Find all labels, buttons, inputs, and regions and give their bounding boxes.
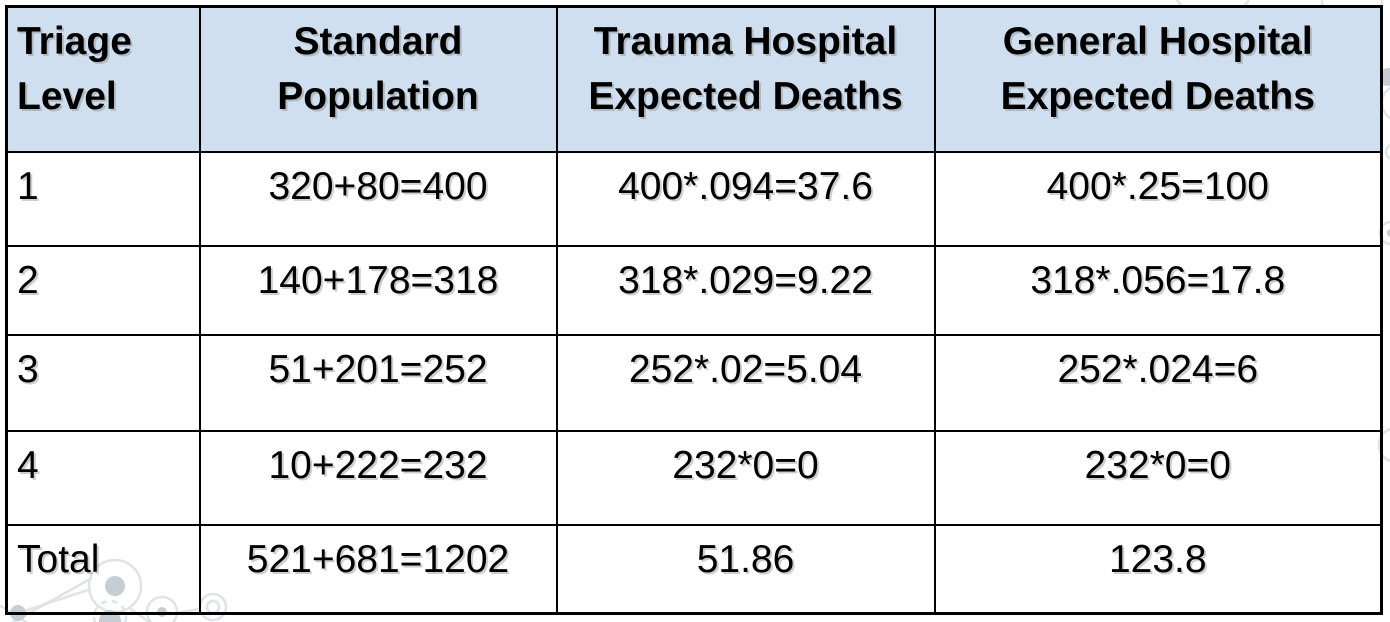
cell-general-expected-deaths: 232*0=0 [933, 429, 1383, 526]
table-row-level-3: 3 51+201=252 252*.02=5.04 252*.024=6 [5, 333, 1383, 432]
triage-expected-deaths-table: Triage Level Standard Population Trauma … [5, 5, 1383, 615]
cell-trauma-expected-deaths-total: 51.86 [555, 523, 936, 615]
table-row-level-1: 1 320+80=400 400*.094=37.6 400*.25=100 [5, 150, 1383, 247]
cell-level: 2 [5, 244, 201, 336]
table-row-level-2: 2 140+178=318 318*.029=9.22 318*.056=17.… [5, 244, 1383, 336]
cell-standard-population: 320+80=400 [198, 150, 558, 247]
cell-level: 3 [5, 333, 201, 432]
header-row: Triage Level Standard Population Trauma … [5, 5, 1383, 153]
cell-trauma-expected-deaths: 252*.02=5.04 [555, 333, 936, 432]
cell-standard-population-total: 521+681=1202 [198, 523, 558, 615]
cell-level: 1 [5, 150, 201, 247]
column-header-general-hospital-expected-deaths: General Hospital Expected Deaths [933, 5, 1383, 153]
cell-standard-population: 51+201=252 [198, 333, 558, 432]
cell-level: 4 [5, 429, 201, 526]
table-row-level-4: 4 10+222=232 232*0=0 232*0=0 [5, 429, 1383, 526]
cell-general-expected-deaths: 252*.024=6 [933, 333, 1383, 432]
cell-general-expected-deaths: 400*.25=100 [933, 150, 1383, 247]
table-row-total: Total 521+681=1202 51.86 123.8 [5, 523, 1383, 615]
cell-trauma-expected-deaths: 318*.029=9.22 [555, 244, 936, 336]
cell-trauma-expected-deaths: 400*.094=37.6 [555, 150, 936, 247]
cell-level-total: Total [5, 523, 201, 615]
cell-trauma-expected-deaths: 232*0=0 [555, 429, 936, 526]
column-header-trauma-hospital-expected-deaths: Trauma Hospital Expected Deaths [555, 5, 936, 153]
column-header-triage-level: Triage Level [5, 5, 201, 153]
cell-general-expected-deaths-total: 123.8 [933, 523, 1383, 615]
cell-general-expected-deaths: 318*.056=17.8 [933, 244, 1383, 336]
column-header-standard-population: Standard Population [198, 5, 558, 153]
cell-standard-population: 140+178=318 [198, 244, 558, 336]
cell-standard-population: 10+222=232 [198, 429, 558, 526]
